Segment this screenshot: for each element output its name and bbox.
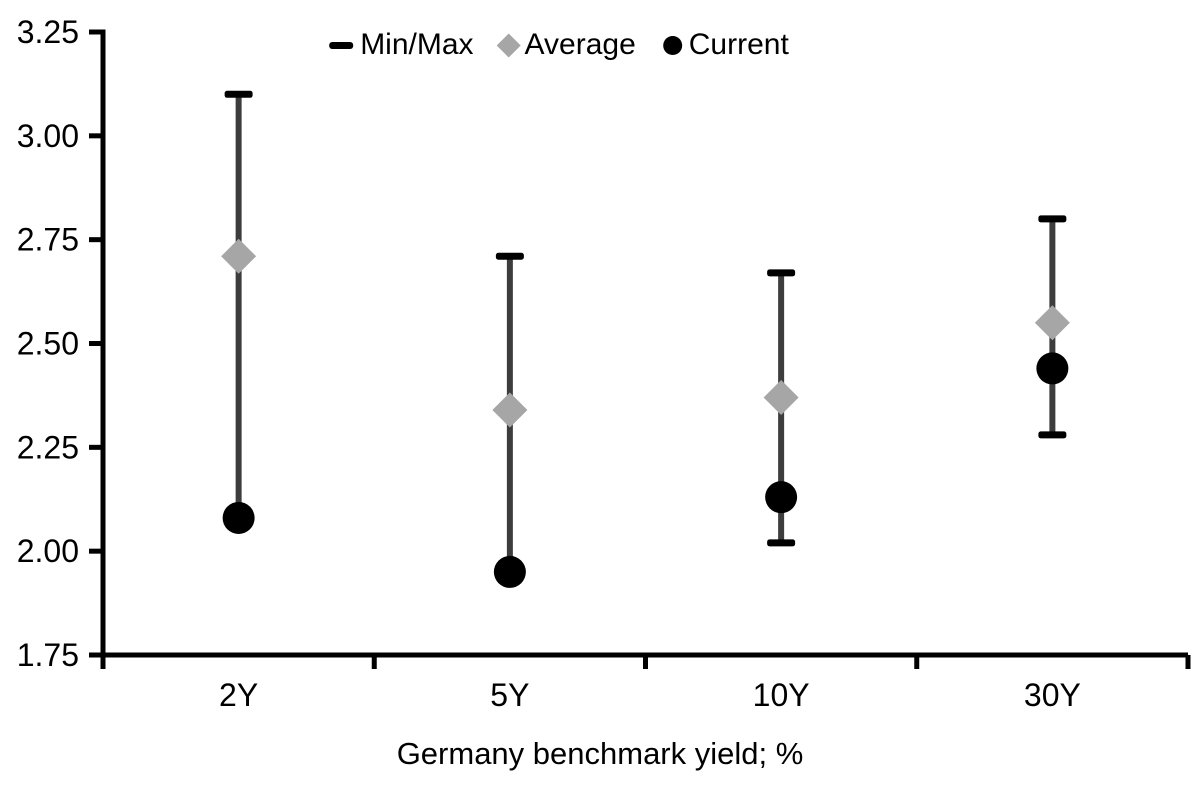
x-axis-title: Germany benchmark yield; %: [396, 736, 804, 771]
current-marker-2Y: [222, 501, 255, 534]
current-circle-icon: [662, 35, 682, 55]
average-diamond-icon: [497, 32, 522, 58]
legend-item-average: Average: [497, 27, 636, 63]
y-tick-label-1.75: 1.75: [17, 637, 79, 673]
y-tick-label-2.25: 2.25: [17, 429, 79, 465]
min-cap-30Y: [1038, 431, 1067, 439]
current-marker-5Y: [493, 555, 526, 588]
minmax-dash-icon: [329, 41, 354, 49]
y-tick-label-2.75: 2.75: [17, 222, 79, 258]
current-marker-30Y: [1036, 352, 1069, 385]
chart-legend: Min/Max Average Current: [329, 27, 789, 63]
legend-item-current: Current: [662, 27, 789, 63]
legend-label-minmax: Min/Max: [360, 28, 474, 61]
current-marker-10Y: [765, 481, 798, 514]
y-tick-label-3.25: 3.25: [17, 14, 79, 50]
average-marker-5Y: [492, 392, 528, 428]
y-tick-label-2.50: 2.50: [17, 326, 79, 362]
y-tick-label-2.00: 2.00: [17, 533, 79, 569]
x-cat-label-5Y: 5Y: [490, 677, 529, 713]
max-cap-10Y: [767, 269, 796, 277]
x-cat-label-10Y: 10Y: [753, 677, 810, 713]
max-cap-2Y: [224, 90, 253, 98]
x-cat-label-2Y: 2Y: [219, 677, 258, 713]
average-marker-10Y: [763, 379, 799, 415]
legend-item-minmax: Min/Max: [329, 27, 474, 63]
y-tick-label-3.00: 3.00: [17, 118, 79, 154]
legend-label-average: Average: [524, 28, 636, 61]
average-marker-30Y: [1034, 305, 1070, 341]
max-cap-30Y: [1038, 215, 1067, 223]
max-cap-5Y: [495, 252, 524, 260]
min-cap-10Y: [767, 539, 796, 547]
x-cat-label-30Y: 30Y: [1024, 677, 1081, 713]
legend-label-current: Current: [688, 28, 789, 61]
average-marker-2Y: [221, 238, 257, 274]
